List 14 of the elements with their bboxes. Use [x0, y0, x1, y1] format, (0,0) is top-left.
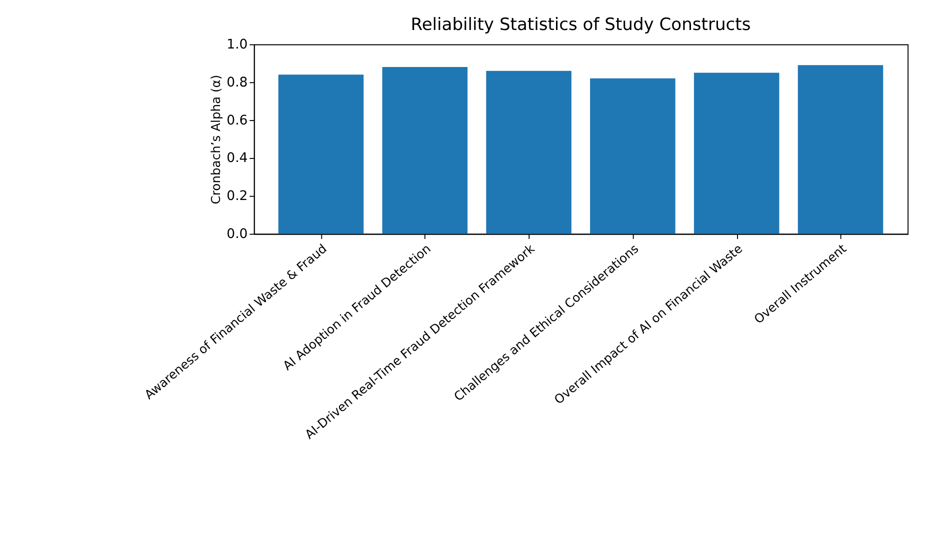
bar [382, 67, 468, 234]
y-tick-label: 0.4 [226, 151, 248, 166]
chart-title: Reliability Statistics of Study Constructs [410, 15, 751, 36]
bar [590, 78, 676, 234]
bar [278, 74, 364, 234]
y-tick-label: 0.0 [226, 227, 248, 242]
y-tick-label: 1.0 [226, 38, 248, 53]
bar [798, 65, 884, 234]
bar [486, 70, 572, 234]
y-tick-label: 0.6 [226, 113, 248, 128]
bar [694, 72, 780, 234]
y-tick-label: 0.2 [226, 189, 248, 204]
y-axis-title: Cronbach’s Alpha (α) [209, 74, 224, 204]
y-tick-label: 0.8 [226, 75, 248, 90]
